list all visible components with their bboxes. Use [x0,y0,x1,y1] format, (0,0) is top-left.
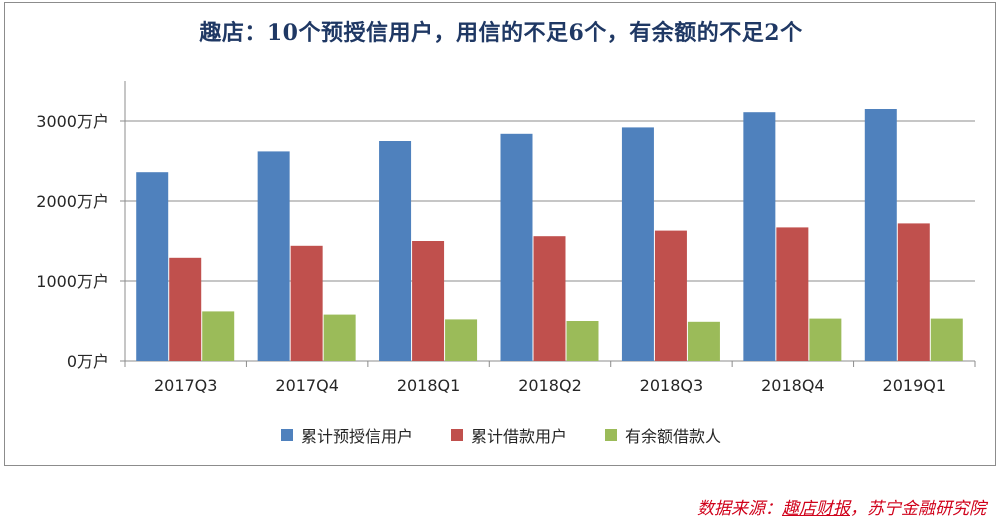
bar [257,151,290,361]
x-tick-label: 2018Q4 [761,376,825,395]
legend-label: 累计预授信用户 [300,427,413,446]
legend: 累计预授信用户 累计借款用户 有余额借款人 [5,423,997,447]
y-tick-label: 0万户 [67,352,109,371]
bar [566,321,599,361]
bar [687,321,720,361]
x-tick-label: 2018Q1 [397,376,461,395]
chart-title: 趣店：10个预授信用户，用信的不足6个，有余额的不足2个 [199,20,803,46]
bar [136,172,169,361]
bar [169,257,202,361]
legend-label: 累计借款用户 [470,427,567,446]
legend-item-balance-borrowers: 有余额借款人 [605,423,721,447]
bar [897,223,930,361]
source-note: 数据来源：趣店财报，苏宁金融研究院 [697,494,986,519]
x-tick-label: 2017Q4 [275,376,339,395]
x-tick-label: 2019Q1 [883,376,947,395]
y-tick-label: 2000万户 [36,192,109,211]
source-prefix: 数据来源： [697,499,782,519]
bar [412,241,445,361]
bar [776,227,809,361]
y-tick-label: 3000万户 [36,112,109,131]
bar [621,127,654,362]
bar-chart: 0万户 1000万户 2000万户 3000万户 2017Q3 2017Q4 2018Q1 2… [36,81,976,395]
legend-swatch-blue [280,429,293,441]
chart-frame: 趣店：10个预授信用户，用信的不足6个，有余额的不足2个 0万户 1000万户 20… [4,2,996,466]
bar [654,230,687,361]
y-tick-label: 1000万户 [36,272,109,291]
bar [743,112,776,361]
legend-item-pre-credit-users: 累计预授信用户 [280,423,413,447]
x-tick-label: 2018Q2 [518,376,582,395]
bar [290,245,323,361]
bar [379,141,412,361]
bar [500,133,533,361]
bar [323,314,356,361]
source-suffix: ，苏宁金融研究院 [850,499,986,519]
x-tick-label: 2018Q3 [640,376,704,395]
source-link[interactable]: 趣店财报 [782,499,850,519]
bar [930,318,963,361]
legend-swatch-red [450,429,463,441]
legend-label: 有余额借款人 [625,427,722,446]
bar [445,319,478,361]
bar [864,109,897,361]
bar [202,311,235,361]
x-tick-label: 2017Q3 [154,376,218,395]
bar [533,236,566,361]
legend-item-borrowing-users: 累计借款用户 [450,423,567,447]
legend-swatch-green [605,429,617,441]
bar [809,318,842,361]
